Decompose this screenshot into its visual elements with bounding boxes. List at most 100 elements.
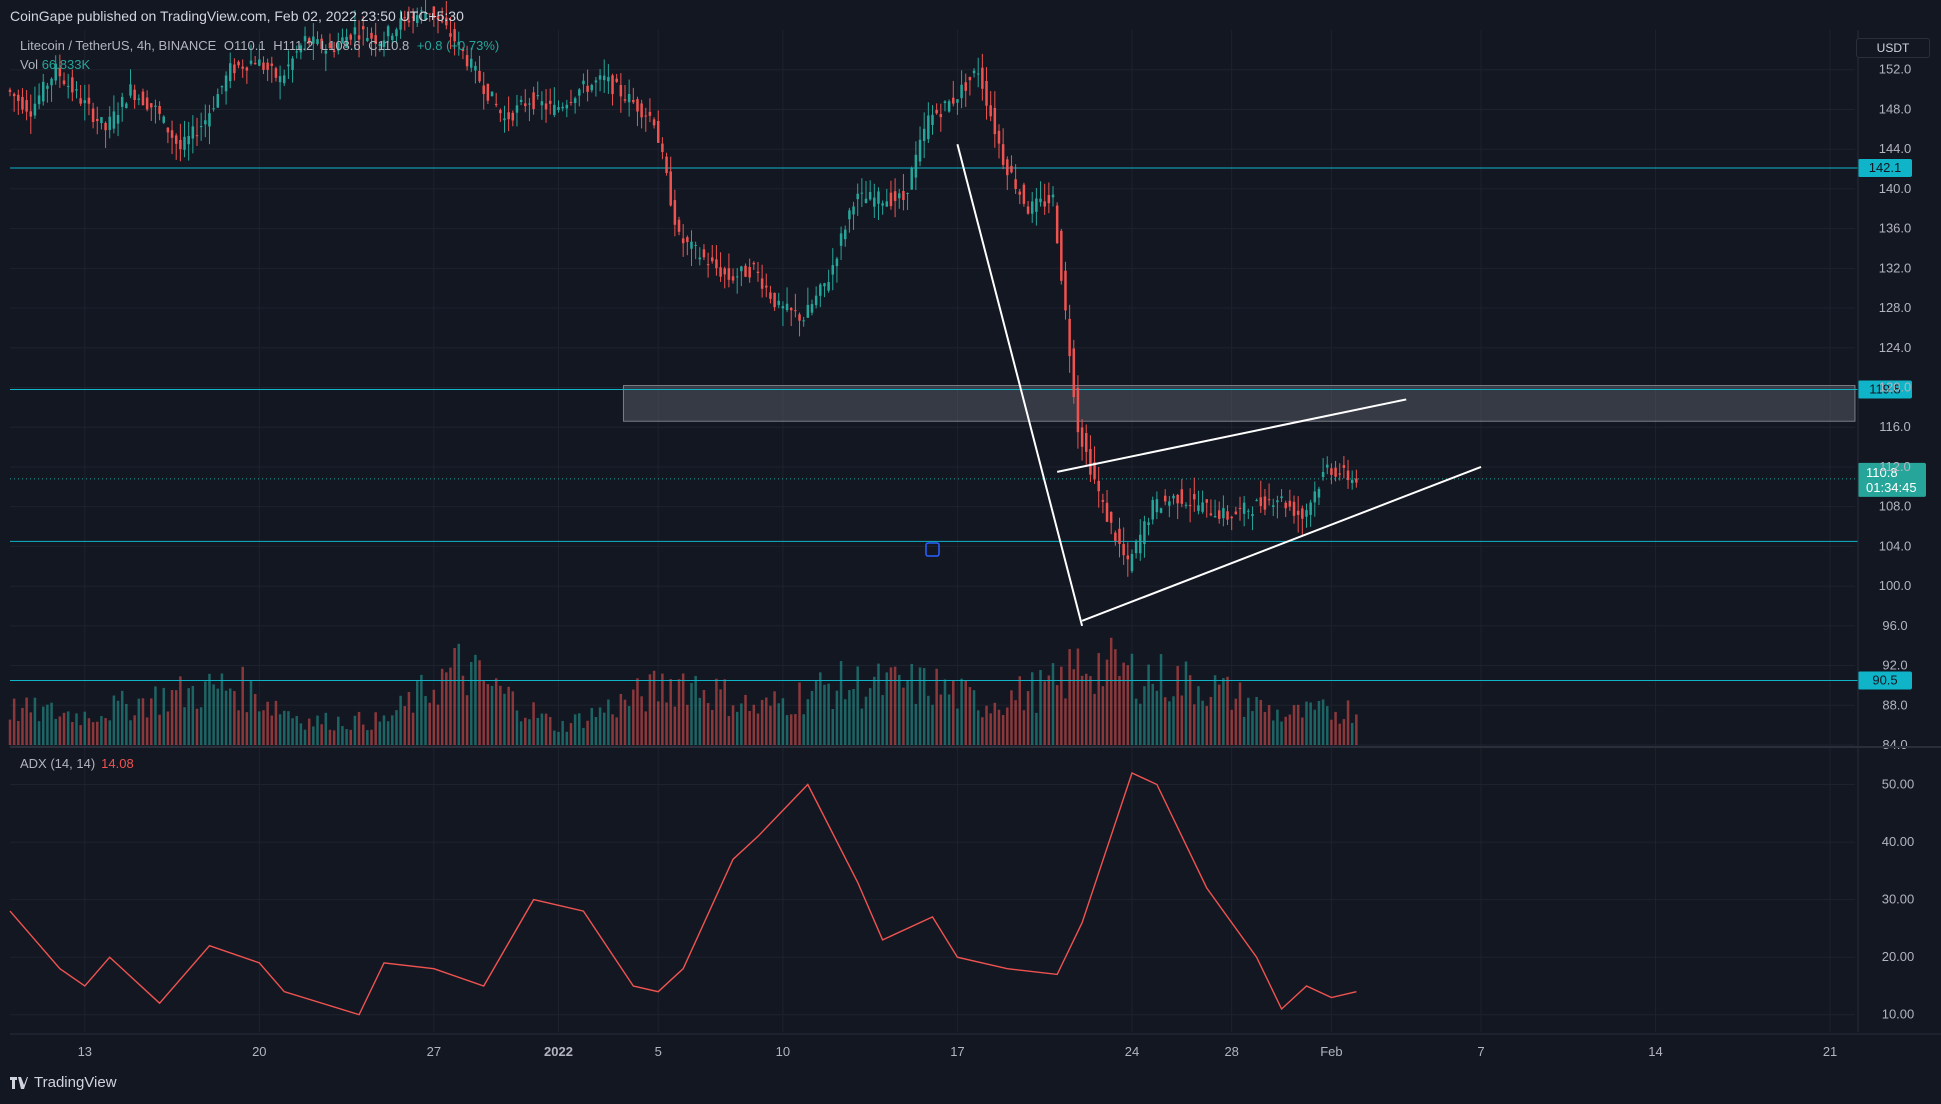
y-tick-label: 116.0 [1879, 419, 1911, 434]
volume-bar [956, 708, 959, 745]
y-tick-label: 88.0 [1882, 697, 1907, 712]
volume-bar [1006, 707, 1009, 745]
candle-body [877, 191, 880, 204]
volume-bar [1105, 659, 1109, 745]
volume-bar [1255, 696, 1258, 745]
volume-bar [457, 643, 461, 745]
volume-bar [769, 705, 772, 745]
candle-body [976, 73, 980, 75]
candle-body [1317, 488, 1321, 498]
volume-bar [316, 715, 319, 745]
volume-bar [1355, 714, 1358, 745]
candle-body [307, 38, 311, 44]
volume-bar [528, 719, 531, 745]
candle-body [627, 94, 631, 103]
candle-body [312, 36, 315, 44]
volume-bar [420, 674, 423, 745]
volume-bar [1251, 711, 1254, 745]
candle-body [590, 84, 594, 91]
adx-label[interactable]: ADX (14, 14) [20, 756, 96, 771]
volume-bar [632, 689, 635, 745]
candle-body [1226, 511, 1229, 520]
volume-bar [1047, 675, 1051, 745]
level-label: 90.5 [1872, 672, 1897, 687]
candle-body [465, 55, 469, 67]
candle-body [341, 37, 344, 42]
y-tick-label: 132.0 [1879, 260, 1912, 275]
volume-bar [1076, 648, 1080, 745]
volume-bar [125, 703, 128, 745]
candle-body [652, 119, 656, 126]
candle-body [1234, 511, 1238, 515]
candle-body [332, 50, 336, 53]
candle-body [623, 99, 627, 101]
volume-label[interactable]: Vol [20, 57, 39, 72]
volume-bar [83, 711, 87, 745]
candle-body [162, 116, 165, 123]
candle-body [125, 103, 128, 109]
candle-body [1159, 508, 1163, 513]
volume-bar [781, 698, 785, 745]
volume-bar [58, 716, 62, 745]
volume-bar [544, 713, 548, 745]
candle-body [1280, 496, 1283, 499]
candle-body [249, 60, 253, 64]
candle-body [681, 238, 685, 244]
y-tick-label: 108.0 [1879, 499, 1912, 514]
volume-bar [1222, 678, 1225, 745]
candle-body [602, 75, 606, 81]
candle-body [698, 257, 702, 260]
candle-body [154, 105, 157, 107]
y-tick-label: 92.0 [1882, 658, 1907, 673]
candle-body [46, 85, 49, 89]
candle-body [253, 62, 257, 65]
candle-body [839, 233, 843, 246]
candle-body [1330, 468, 1333, 475]
candle-body [91, 108, 95, 122]
candle-body [1055, 205, 1059, 244]
tradingview-brand[interactable]: TradingView [10, 1074, 117, 1091]
candle-body [914, 154, 918, 178]
volume-bar [66, 711, 70, 745]
volume-bar [719, 689, 722, 745]
adx-layer [9, 772, 1357, 1016]
symbol-label[interactable]: Litecoin / TetherUS, 4h, BINANCE [20, 38, 217, 53]
candle-body [303, 36, 307, 42]
volume-bar [806, 699, 810, 745]
volume-bar [395, 710, 398, 745]
volume-bar [349, 729, 352, 745]
volume-bar [1072, 669, 1076, 745]
candle-body [37, 95, 41, 105]
volume-bar [116, 700, 120, 745]
volume-bar [378, 721, 382, 745]
trendline-wedge-lower [1081, 466, 1482, 622]
volume-bar [548, 717, 552, 745]
y-tick-label: 140.0 [1879, 181, 1912, 196]
candle-body [25, 100, 28, 112]
volume-bar [864, 696, 868, 745]
candle-body [62, 80, 66, 85]
candle-body [1309, 502, 1312, 515]
volume-bar [997, 709, 1001, 745]
candle-body [981, 67, 984, 89]
volume-bar [21, 707, 24, 745]
volume-bar [199, 707, 203, 745]
trendlines-layer [956, 143, 1482, 627]
x-tick-label: 10 [776, 1044, 790, 1059]
volume-bar [1168, 701, 1171, 745]
candle-body [1118, 528, 1121, 544]
volume-bar [407, 692, 411, 745]
candle-body [765, 285, 768, 288]
volume-bar [756, 713, 760, 745]
candle-body [773, 292, 776, 308]
alert-marker[interactable] [925, 542, 940, 557]
candle-body [274, 68, 278, 78]
candle-body [544, 103, 548, 110]
volume-bar [877, 663, 880, 745]
volume-bar [1172, 696, 1175, 745]
volume-bar [1238, 682, 1242, 745]
candle-body [947, 101, 951, 112]
currency-badge[interactable]: USDT [1856, 38, 1930, 58]
